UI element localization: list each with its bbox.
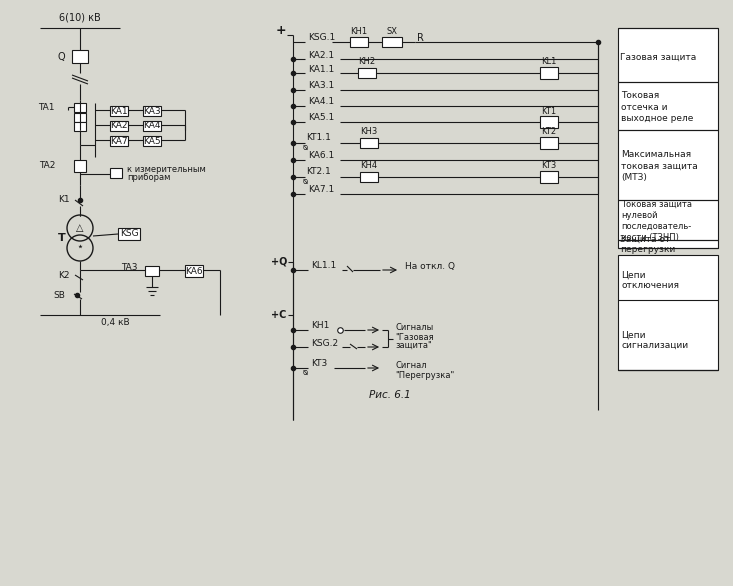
Bar (360, 138, 378, 148)
Text: T: T (58, 233, 66, 243)
Bar (185, 265, 203, 277)
Text: KA1: KA1 (110, 107, 128, 115)
Text: KA2.1: KA2.1 (308, 50, 334, 60)
Text: KA7.1: KA7.1 (308, 186, 334, 195)
Bar (540, 137, 558, 149)
Text: SB: SB (53, 291, 65, 299)
Bar (350, 37, 368, 47)
Text: +: + (276, 23, 287, 36)
Text: Токовая защита
нулевой
последователь-
ности (ТЗНП): Токовая защита нулевой последователь- но… (621, 200, 692, 242)
Text: KA1.1: KA1.1 (308, 64, 334, 73)
Text: KA3.1: KA3.1 (308, 81, 334, 90)
Bar (110, 106, 128, 116)
Text: Сигналы: Сигналы (395, 323, 433, 332)
Bar (72, 50, 88, 63)
Text: Цепи
сигнализации: Цепи сигнализации (621, 331, 688, 350)
Text: Q: Q (57, 52, 65, 62)
Text: KT1: KT1 (542, 107, 556, 115)
Text: защита": защита" (395, 340, 432, 349)
Text: KH1: KH1 (311, 322, 329, 331)
Text: KA6.1: KA6.1 (308, 152, 334, 161)
Bar (110, 168, 122, 178)
Bar (118, 228, 140, 240)
Text: KT3: KT3 (542, 162, 556, 171)
Bar (618, 28, 718, 248)
Text: TA1: TA1 (39, 104, 55, 113)
Text: △: △ (76, 223, 84, 233)
Text: Рис. 6.1: Рис. 6.1 (369, 390, 411, 400)
Text: SX: SX (386, 26, 397, 36)
Text: 6(10) кВ: 6(10) кВ (59, 13, 101, 23)
Text: KA5: KA5 (143, 137, 161, 145)
Bar (540, 67, 558, 79)
Bar (382, 37, 402, 47)
Text: KSG: KSG (119, 230, 139, 239)
Text: Цепи
отключения: Цепи отключения (621, 270, 679, 289)
Text: KT3: KT3 (311, 359, 327, 369)
Text: KA4: KA4 (143, 121, 161, 131)
Bar (358, 68, 376, 78)
Text: TA2: TA2 (39, 161, 55, 169)
Text: K1: K1 (59, 196, 70, 205)
Text: +C: +C (271, 310, 287, 320)
Text: ᴓ: ᴓ (303, 142, 308, 152)
Text: KL1: KL1 (541, 57, 556, 66)
Text: "Перегрузка": "Перегрузка" (395, 370, 454, 380)
Bar (143, 106, 161, 116)
Text: R: R (416, 33, 424, 43)
Text: приборам: приборам (127, 173, 170, 182)
Text: KL1.1: KL1.1 (311, 261, 336, 271)
Text: Сигнал: Сигнал (395, 362, 427, 370)
Text: к измерительным: к измерительным (127, 165, 206, 175)
Text: KSG.2: KSG.2 (311, 339, 338, 347)
Text: KSG.1: KSG.1 (308, 33, 335, 43)
Text: Защита от
перегрузки: Защита от перегрузки (620, 234, 675, 254)
Text: Токовая
отсечка и
выходное реле: Токовая отсечка и выходное реле (621, 91, 693, 122)
Bar (360, 172, 378, 182)
Text: KH3: KH3 (361, 128, 377, 137)
Text: 0,4 кВ: 0,4 кВ (100, 318, 129, 326)
Bar (74, 113, 86, 122)
Bar (540, 171, 558, 183)
Text: KA3: KA3 (143, 107, 161, 115)
Text: KA2: KA2 (110, 121, 128, 131)
Text: ⋆: ⋆ (76, 243, 84, 253)
Text: KA6: KA6 (185, 267, 203, 275)
Text: Максимальная
токовая защита
(МТЗ): Максимальная токовая защита (МТЗ) (621, 151, 698, 182)
Text: ᴓ: ᴓ (303, 176, 308, 186)
Text: K2: K2 (59, 271, 70, 280)
Text: KA4.1: KA4.1 (308, 97, 334, 107)
Bar (110, 121, 128, 131)
Bar (110, 136, 128, 146)
Text: KT1.1: KT1.1 (306, 134, 331, 142)
Text: KH2: KH2 (358, 57, 375, 66)
Text: KA5.1: KA5.1 (308, 114, 334, 122)
Text: KH4: KH4 (361, 162, 377, 171)
Text: KA7: KA7 (110, 137, 128, 145)
Text: "Газовая: "Газовая (395, 332, 434, 342)
Text: +Q: +Q (270, 257, 287, 267)
Text: KT2.1: KT2.1 (306, 168, 331, 176)
Bar (540, 116, 558, 128)
Bar (143, 121, 161, 131)
Bar (145, 266, 159, 276)
Text: KH1: KH1 (350, 28, 367, 36)
Bar (74, 160, 86, 172)
Text: ᴓ: ᴓ (303, 367, 308, 376)
Bar (74, 103, 86, 112)
Bar (74, 122, 86, 131)
Text: Газовая защита: Газовая защита (620, 53, 696, 62)
Bar (143, 136, 161, 146)
Text: TA3: TA3 (122, 263, 138, 271)
Text: На откл. Q: На откл. Q (405, 261, 455, 271)
Bar (618, 255, 718, 370)
Text: KT2: KT2 (542, 128, 556, 137)
